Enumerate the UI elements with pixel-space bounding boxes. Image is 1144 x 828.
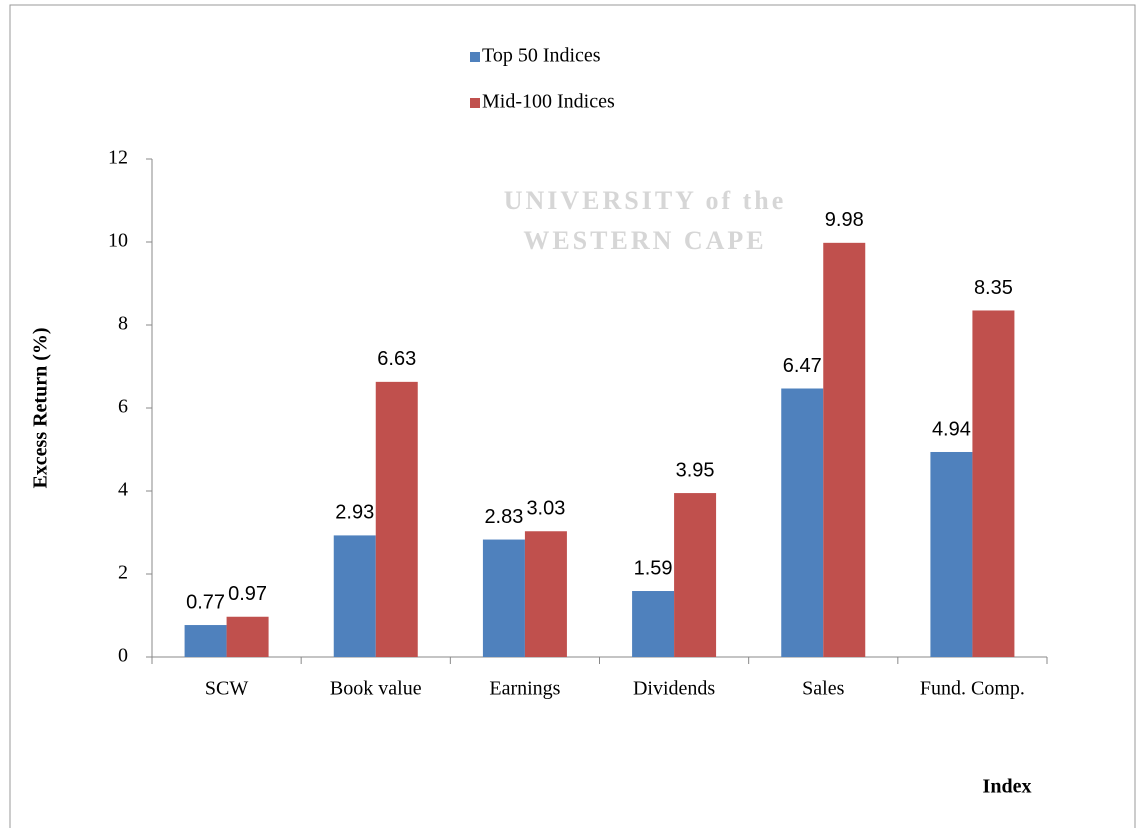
y-tick-label: 4 (118, 479, 128, 501)
bar (781, 388, 824, 657)
value-label: 3.95 (676, 459, 715, 481)
y-tick-label: 2 (118, 562, 128, 584)
bar (524, 531, 567, 657)
legend-label: Mid-100 Indices (482, 91, 615, 113)
value-label: 2.93 (335, 502, 374, 524)
y-axis-label: Excess Return (%) (30, 327, 52, 488)
bar (972, 310, 1015, 657)
bar (184, 625, 227, 657)
legend-swatch (470, 52, 480, 62)
x-tick-label: Sales (802, 678, 844, 700)
value-label: 6.47 (783, 355, 822, 377)
bar (930, 451, 973, 657)
value-label: 6.63 (377, 348, 416, 370)
value-label: 3.03 (526, 498, 565, 520)
x-tick-label: SCW (205, 678, 248, 700)
legend-swatch (470, 98, 480, 108)
y-tick-label: 8 (118, 313, 128, 335)
value-label: 9.98 (825, 209, 864, 231)
watermark: WESTERN CAPE (523, 226, 766, 255)
y-tick-label: 10 (108, 230, 128, 252)
x-tick-label: Dividends (633, 678, 715, 700)
x-axis-label: Index (983, 776, 1032, 798)
y-tick-label: 6 (118, 396, 128, 418)
value-label: 4.94 (932, 418, 971, 440)
value-label: 0.97 (228, 583, 267, 605)
y-tick-label: 12 (108, 147, 128, 169)
value-label: 8.35 (974, 277, 1013, 299)
bar (674, 493, 717, 657)
x-tick-label: Earnings (489, 678, 560, 700)
value-label: 2.83 (484, 506, 523, 528)
bar (632, 591, 675, 657)
bar (375, 381, 418, 657)
bar (823, 242, 866, 657)
bar (482, 539, 525, 657)
frame (9, 4, 1136, 828)
bar (226, 616, 269, 657)
value-label: 1.59 (634, 557, 673, 579)
x-tick-label: Fund. Comp. (920, 678, 1025, 700)
watermark: UNIVERSITY of the (504, 186, 787, 215)
y-tick-label: 0 (118, 645, 128, 667)
legend-label: Top 50 Indices (482, 45, 601, 67)
x-tick-label: Book value (330, 678, 422, 700)
bar (333, 535, 376, 657)
value-label: 0.77 (186, 591, 225, 613)
